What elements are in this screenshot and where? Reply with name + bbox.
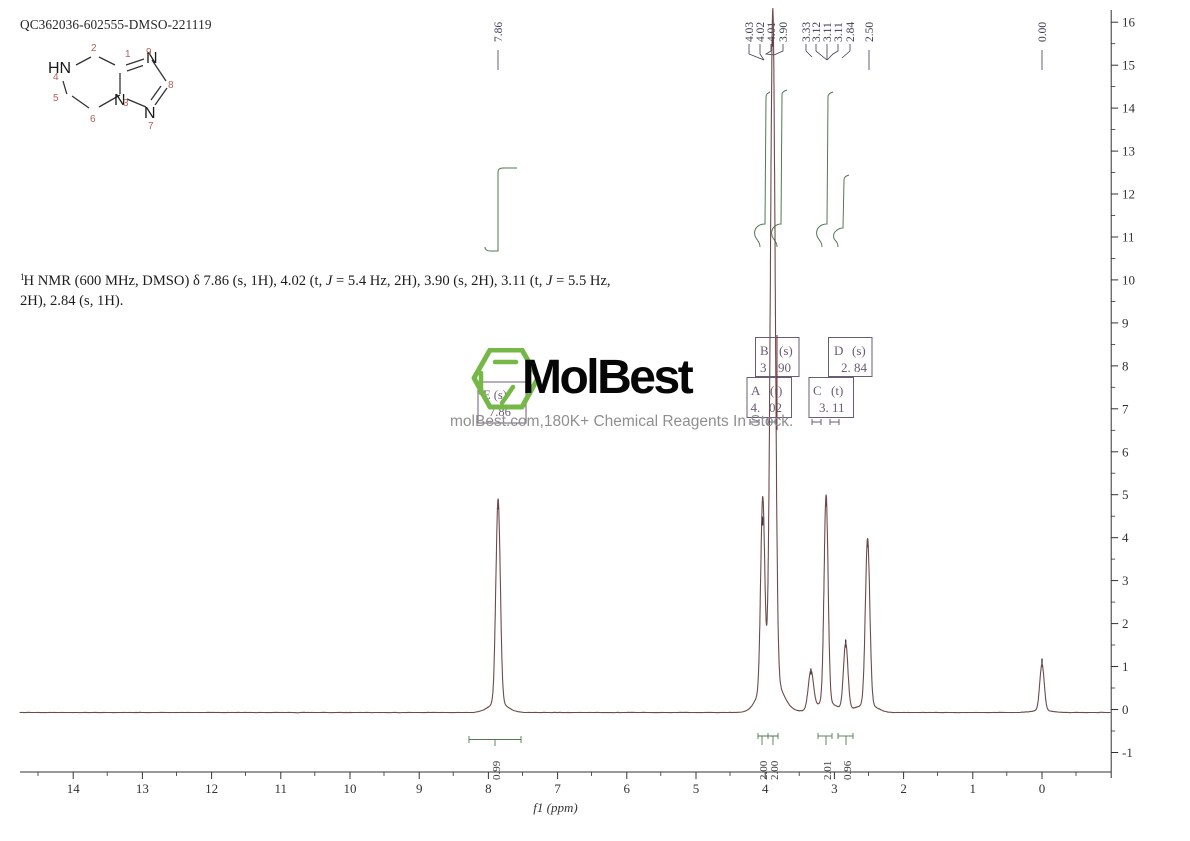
- svg-text:B: B: [760, 343, 769, 358]
- svg-text:(s): (s): [779, 343, 793, 358]
- svg-text:90: 90: [778, 360, 791, 375]
- svg-text:7: 7: [148, 121, 154, 132]
- svg-text:5: 5: [53, 93, 59, 104]
- svg-text:N: N: [144, 105, 156, 122]
- svg-text:2: 2: [91, 43, 97, 54]
- svg-text:(t): (t): [831, 383, 843, 398]
- svg-text:(s): (s): [852, 343, 866, 358]
- svg-text:D: D: [834, 343, 843, 358]
- svg-text:3. 11: 3. 11: [819, 400, 845, 415]
- svg-text:A: A: [751, 383, 761, 398]
- svg-text:1: 1: [125, 49, 131, 60]
- svg-text:9: 9: [146, 47, 152, 58]
- svg-text:C: C: [813, 383, 822, 398]
- svg-text:(t): (t): [770, 383, 782, 398]
- svg-text:4: 4: [53, 72, 59, 83]
- svg-text:HN: HN: [48, 60, 71, 77]
- svg-text:6: 6: [90, 114, 96, 125]
- svg-text:3: 3: [760, 360, 767, 375]
- svg-text:3: 3: [123, 98, 129, 109]
- svg-text:8: 8: [168, 80, 174, 91]
- svg-text:2. 84: 2. 84: [841, 360, 868, 375]
